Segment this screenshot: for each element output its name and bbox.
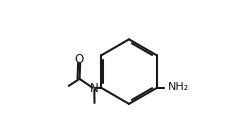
Text: N: N [90, 82, 99, 95]
Text: NH₂: NH₂ [168, 82, 189, 93]
Text: O: O [75, 53, 84, 66]
